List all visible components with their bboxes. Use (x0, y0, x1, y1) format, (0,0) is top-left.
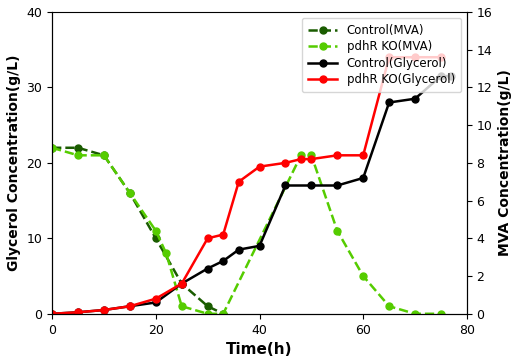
pdhR KO(MVA) (308, 153, 315, 158)
Control(Glycerol) (282, 183, 289, 188)
Control(Glycerol) (438, 74, 444, 78)
pdhR KO(MVA) (298, 153, 304, 158)
pdhR KO(Glycerol) (360, 153, 366, 158)
Line: pdhR KO(MVA): pdhR KO(MVA) (49, 144, 444, 317)
X-axis label: Time(h): Time(h) (226, 342, 293, 357)
pdhR KO(MVA) (386, 304, 392, 308)
pdhR KO(Glycerol) (438, 55, 444, 59)
Y-axis label: Glycerol Concentration(g/L): Glycerol Concentration(g/L) (7, 55, 21, 271)
pdhR KO(MVA) (334, 229, 340, 233)
pdhR KO(Glycerol) (153, 297, 159, 301)
pdhR KO(MVA) (101, 153, 107, 158)
pdhR KO(Glycerol) (127, 304, 133, 308)
Control(Glycerol) (448, 74, 455, 78)
Control(Glycerol) (127, 304, 133, 308)
Control(MVA) (179, 281, 185, 286)
pdhR KO(MVA) (438, 312, 444, 316)
Line: Control(MVA): Control(MVA) (49, 144, 227, 317)
Control(Glycerol) (412, 96, 418, 101)
pdhR KO(Glycerol) (386, 55, 392, 59)
Control(MVA) (220, 312, 226, 316)
Legend: Control(MVA), pdhR KO(MVA), Control(Glycerol), pdhR KO(Glycerol): Control(MVA), pdhR KO(MVA), Control(Glyc… (302, 18, 461, 92)
Control(Glycerol) (101, 308, 107, 312)
Control(Glycerol) (179, 281, 185, 286)
pdhR KO(Glycerol) (179, 281, 185, 286)
pdhR KO(MVA) (153, 229, 159, 233)
pdhR KO(Glycerol) (334, 153, 340, 158)
pdhR KO(Glycerol) (101, 308, 107, 312)
pdhR KO(Glycerol) (236, 179, 242, 184)
pdhR KO(MVA) (220, 312, 226, 316)
Control(MVA) (75, 146, 81, 150)
Control(MVA) (127, 191, 133, 195)
Control(Glycerol) (153, 300, 159, 305)
Control(Glycerol) (386, 100, 392, 105)
pdhR KO(Glycerol) (282, 161, 289, 165)
pdhR KO(Glycerol) (412, 55, 418, 59)
Line: pdhR KO(Glycerol): pdhR KO(Glycerol) (49, 54, 444, 317)
Control(Glycerol) (334, 183, 340, 188)
Control(MVA) (49, 146, 55, 150)
pdhR KO(Glycerol) (256, 165, 263, 169)
Control(Glycerol) (236, 248, 242, 252)
pdhR KO(Glycerol) (75, 310, 81, 314)
pdhR KO(MVA) (127, 191, 133, 195)
pdhR KO(Glycerol) (298, 157, 304, 161)
Control(MVA) (153, 236, 159, 241)
pdhR KO(Glycerol) (49, 312, 55, 316)
pdhR KO(MVA) (49, 146, 55, 150)
Control(Glycerol) (75, 310, 81, 314)
pdhR KO(MVA) (179, 304, 185, 308)
Control(MVA) (101, 153, 107, 158)
Control(Glycerol) (256, 244, 263, 248)
pdhR KO(Glycerol) (204, 236, 211, 241)
pdhR KO(Glycerol) (308, 157, 315, 161)
Control(Glycerol) (204, 266, 211, 271)
Control(Glycerol) (49, 312, 55, 316)
Y-axis label: MVA Concentration(g/L): MVA Concentration(g/L) (498, 70, 512, 256)
Control(MVA) (204, 304, 211, 308)
Control(Glycerol) (220, 259, 226, 263)
Control(Glycerol) (360, 176, 366, 180)
pdhR KO(MVA) (163, 251, 169, 256)
pdhR KO(MVA) (75, 153, 81, 158)
pdhR KO(MVA) (204, 312, 211, 316)
pdhR KO(MVA) (412, 312, 418, 316)
pdhR KO(MVA) (360, 274, 366, 278)
Line: Control(Glycerol): Control(Glycerol) (49, 72, 455, 317)
Control(Glycerol) (308, 183, 315, 188)
pdhR KO(Glycerol) (220, 232, 226, 237)
